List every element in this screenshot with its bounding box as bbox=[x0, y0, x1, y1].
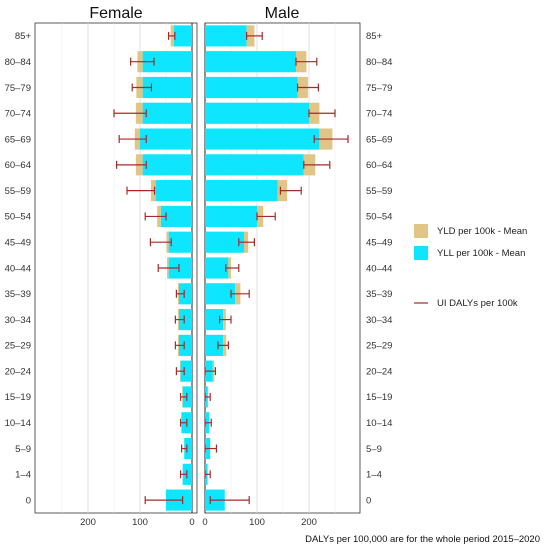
female-yll-bar bbox=[179, 283, 192, 305]
female-yll-bar bbox=[184, 437, 192, 460]
female-yll-bar bbox=[142, 51, 192, 73]
female-panel-title: Female bbox=[89, 5, 142, 22]
y-tick-label-left: 40–44 bbox=[5, 263, 31, 274]
female-yll-bar bbox=[142, 154, 192, 176]
y-tick-label-right: 45–49 bbox=[366, 238, 392, 249]
male-error-bars bbox=[204, 31, 349, 505]
y-tick-label-right: 85+ bbox=[366, 31, 383, 42]
y-tick-label-left: 30–34 bbox=[5, 315, 31, 326]
y-tick-label-right: 0 bbox=[366, 495, 371, 506]
female-yll-bar bbox=[179, 309, 192, 331]
female-yll-bar bbox=[168, 257, 192, 279]
male-x-tick-label: 100 bbox=[249, 517, 265, 528]
female-yll-bar bbox=[142, 102, 192, 124]
y-tick-label-left: 85+ bbox=[15, 31, 32, 42]
y-tick-label-right: 80–84 bbox=[366, 57, 392, 68]
male-yll-bar bbox=[205, 334, 224, 356]
male-yll-bar bbox=[205, 283, 236, 305]
y-tick-label-right: 55–59 bbox=[366, 186, 392, 197]
legend-label-yld: YLD per 100k - Mean bbox=[437, 226, 527, 237]
y-tick-label-right: 40–44 bbox=[366, 263, 392, 274]
y-tick-label-right: 1–4 bbox=[366, 470, 382, 481]
y-tick-label-left: 10–14 bbox=[5, 418, 31, 429]
y-tick-label-left: 60–64 bbox=[5, 160, 31, 171]
legend-swatch-yll bbox=[414, 246, 428, 260]
y-tick-label-right: 10–14 bbox=[366, 418, 392, 429]
y-tick-label-right: 70–74 bbox=[366, 109, 392, 120]
female-yll-bar bbox=[173, 25, 192, 47]
y-tick-label-right: 25–29 bbox=[366, 341, 392, 352]
female-x-tick-label: 0 bbox=[189, 517, 194, 528]
male-yll-bar bbox=[205, 205, 257, 227]
y-tick-label-left: 35–39 bbox=[5, 289, 31, 300]
y-tick-label-right: 65–69 bbox=[366, 134, 392, 145]
x-axis-labels: 200 100 0 0 100 200 bbox=[80, 517, 317, 528]
male-panel: Male bbox=[204, 5, 361, 514]
female-yll-bar bbox=[160, 205, 192, 227]
female-yll-bar bbox=[179, 334, 192, 356]
female-x-tick-label: 100 bbox=[132, 517, 148, 528]
female-yll-bar bbox=[140, 128, 192, 150]
y-tick-label-left: 5–9 bbox=[15, 444, 31, 455]
male-yll-bar bbox=[205, 128, 320, 150]
y-tick-label-left: 45–49 bbox=[5, 238, 31, 249]
chart-caption: DALYs per 100,000 are for the whole peri… bbox=[305, 534, 540, 545]
male-yll-bar bbox=[205, 102, 309, 124]
y-tick-label-right: 15–19 bbox=[366, 392, 392, 403]
male-panel-title: Male bbox=[265, 5, 300, 22]
male-x-tick-label: 0 bbox=[202, 517, 207, 528]
legend-swatch-yld bbox=[414, 224, 428, 238]
legend-label-yll: YLL per 100k - Mean bbox=[437, 248, 525, 259]
y-tick-label-left: 20–24 bbox=[5, 366, 31, 377]
legend: YLD per 100k - Mean YLL per 100k - Mean … bbox=[414, 224, 527, 309]
female-error-bars bbox=[113, 31, 188, 505]
y-tick-label-left: 0 bbox=[26, 495, 31, 506]
male-yll-bar bbox=[205, 257, 229, 279]
y-tick-label-left: 65–69 bbox=[5, 134, 31, 145]
y-tick-label-left: 70–74 bbox=[5, 109, 31, 120]
y-tick-label-right: 60–64 bbox=[366, 160, 392, 171]
female-yll-bar bbox=[180, 360, 192, 382]
y-tick-label-left: 75–79 bbox=[5, 83, 31, 94]
legend-label-ui: UI DALYs per 100k bbox=[437, 298, 518, 309]
y-tick-label-right: 50–54 bbox=[366, 212, 392, 223]
female-yll-bar bbox=[168, 231, 192, 253]
y-axis-labels: 85+ 85+ 80–84 80–84 75–79 75–79 70–74 70–74 65–6… bbox=[5, 31, 393, 506]
male-yll-bar bbox=[205, 76, 298, 99]
male-yll-bar bbox=[205, 51, 296, 73]
female-panel: Female bbox=[34, 5, 198, 514]
male-yll-bar bbox=[205, 231, 244, 253]
y-tick-label-right: 35–39 bbox=[366, 289, 392, 300]
y-tick-label-left: 50–54 bbox=[5, 212, 31, 223]
female-x-tick-label: 200 bbox=[80, 517, 96, 528]
female-yll-bar bbox=[142, 76, 192, 99]
y-tick-label-right: 75–79 bbox=[366, 83, 392, 94]
male-yll-bar bbox=[205, 154, 304, 176]
male-yll-bar bbox=[205, 25, 247, 47]
male-yll-bar bbox=[205, 309, 224, 331]
y-tick-label-left: 55–59 bbox=[5, 186, 31, 197]
y-tick-label-left: 15–19 bbox=[5, 392, 31, 403]
male-x-tick-label: 200 bbox=[301, 517, 317, 528]
y-tick-label-left: 25–29 bbox=[5, 341, 31, 352]
y-tick-label-right: 30–34 bbox=[366, 315, 392, 326]
male-yll-bar bbox=[205, 180, 278, 202]
y-tick-label-right: 5–9 bbox=[366, 444, 382, 455]
y-tick-label-left: 80–84 bbox=[5, 57, 31, 68]
y-tick-label-right: 20–24 bbox=[366, 366, 392, 377]
y-tick-label-left: 1–4 bbox=[15, 470, 31, 481]
female-yll-bar bbox=[155, 180, 192, 202]
